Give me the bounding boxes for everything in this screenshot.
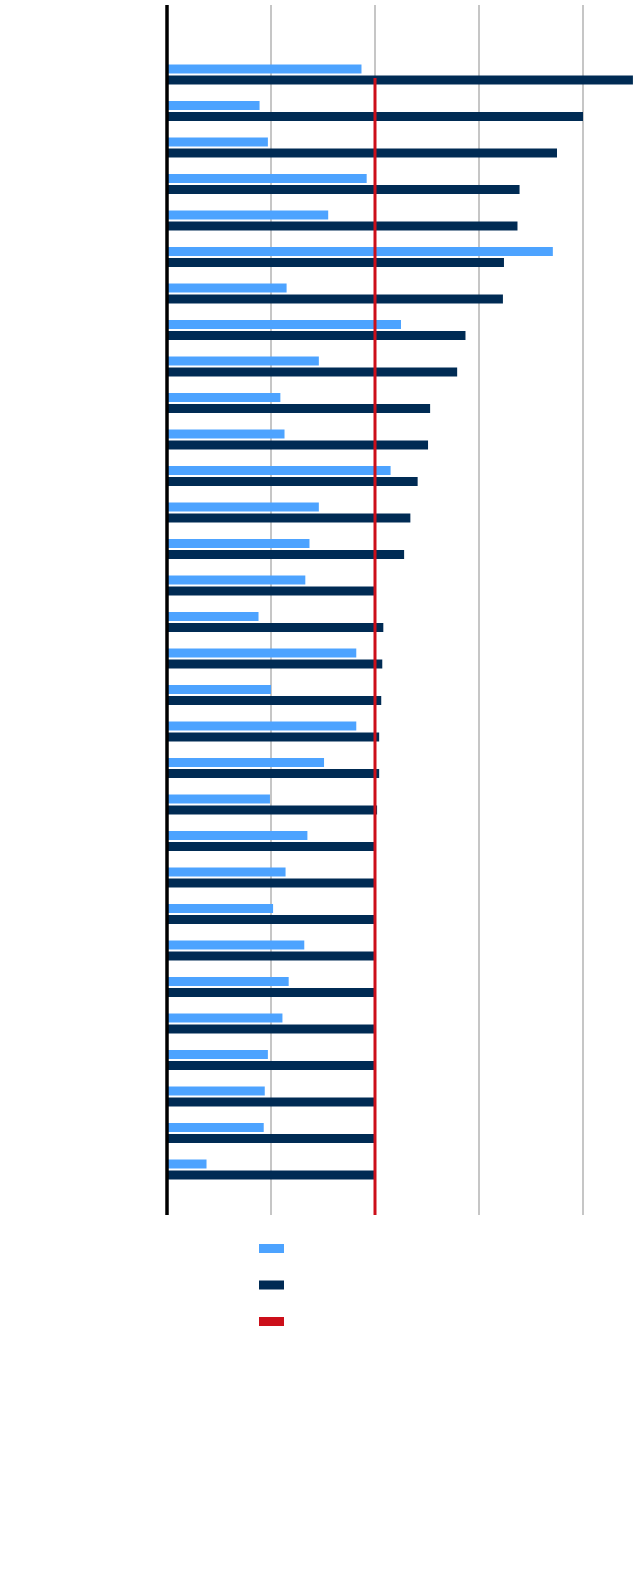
bar bbox=[167, 356, 319, 366]
bar bbox=[167, 721, 357, 731]
bar bbox=[167, 623, 384, 632]
bar bbox=[167, 758, 325, 767]
bar bbox=[167, 831, 308, 840]
bar bbox=[167, 502, 319, 512]
bar bbox=[167, 75, 633, 85]
bar bbox=[167, 648, 357, 658]
bar bbox=[167, 137, 268, 147]
bar bbox=[167, 805, 378, 815]
bar bbox=[167, 101, 260, 110]
bar bbox=[167, 393, 281, 402]
bar bbox=[167, 513, 411, 523]
bar bbox=[167, 878, 374, 888]
bar bbox=[167, 951, 374, 961]
bar bbox=[167, 915, 374, 924]
bar bbox=[167, 1097, 374, 1107]
legend-swatch bbox=[259, 1280, 284, 1290]
bar bbox=[167, 612, 259, 621]
bar bbox=[167, 842, 374, 851]
bar bbox=[167, 404, 431, 413]
bar bbox=[167, 1013, 283, 1023]
bar bbox=[167, 575, 306, 585]
bar bbox=[167, 977, 289, 986]
bar bbox=[167, 477, 418, 486]
bar bbox=[167, 769, 380, 778]
bar bbox=[167, 210, 329, 220]
bar bbox=[167, 64, 362, 74]
bar bbox=[167, 732, 380, 742]
bar bbox=[167, 696, 382, 705]
bar bbox=[167, 320, 401, 329]
bar bbox=[167, 904, 274, 913]
bar bbox=[167, 283, 287, 293]
bar bbox=[167, 1061, 374, 1070]
bar bbox=[167, 1159, 207, 1169]
bar bbox=[167, 331, 466, 340]
bar bbox=[167, 221, 518, 231]
bar bbox=[167, 1024, 374, 1034]
bar bbox=[167, 429, 285, 439]
bar bbox=[167, 794, 270, 804]
bar bbox=[167, 440, 429, 450]
bar bbox=[167, 1086, 265, 1096]
legend-swatch bbox=[259, 1244, 284, 1253]
bar bbox=[167, 367, 458, 377]
bar bbox=[167, 988, 374, 997]
bar bbox=[167, 174, 367, 183]
legend-swatch bbox=[259, 1317, 284, 1326]
bar bbox=[167, 1170, 374, 1180]
bar bbox=[167, 586, 374, 596]
bar bbox=[167, 685, 271, 694]
bar bbox=[167, 940, 305, 950]
bar bbox=[167, 247, 553, 256]
bar bbox=[167, 550, 405, 559]
bar bbox=[167, 185, 520, 194]
bar bbox=[167, 258, 504, 267]
bar bbox=[167, 539, 310, 548]
bar bbox=[167, 148, 557, 158]
bar bbox=[167, 1123, 264, 1132]
bar bbox=[167, 1050, 268, 1059]
bar bbox=[167, 294, 503, 304]
bar bbox=[167, 466, 391, 475]
bar bbox=[167, 867, 286, 877]
bar bbox=[167, 659, 383, 669]
bar bbox=[167, 1134, 374, 1143]
